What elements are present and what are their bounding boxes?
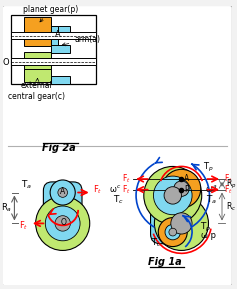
Text: T$_a$: T$_a$ <box>21 179 32 191</box>
Circle shape <box>162 169 201 208</box>
Text: Fig 2a: Fig 2a <box>42 143 76 153</box>
Text: R$_p$: R$_p$ <box>226 178 237 191</box>
Circle shape <box>55 216 70 231</box>
Circle shape <box>171 213 192 234</box>
Text: planet gear(p): planet gear(p) <box>23 5 79 22</box>
Text: Fig 1a: Fig 1a <box>148 257 182 267</box>
Circle shape <box>169 228 177 236</box>
Text: external
central gear(c): external central gear(c) <box>8 78 65 101</box>
Text: ω$^c$: ω$^c$ <box>109 183 122 194</box>
Circle shape <box>45 206 80 241</box>
Text: F$_t$: F$_t$ <box>93 183 102 196</box>
Circle shape <box>165 224 181 240</box>
Text: F$_t$: F$_t$ <box>18 219 28 231</box>
Text: ω$^a$: ω$^a$ <box>205 183 217 194</box>
FancyBboxPatch shape <box>2 5 233 286</box>
FancyBboxPatch shape <box>43 182 82 234</box>
Bar <box>24 34 51 46</box>
Bar <box>11 15 96 84</box>
Circle shape <box>36 197 90 251</box>
Bar <box>24 69 51 82</box>
Bar <box>51 27 58 46</box>
Bar <box>51 45 70 53</box>
Text: A: A <box>60 187 65 196</box>
Text: A: A <box>55 30 61 39</box>
Text: P: P <box>184 185 189 194</box>
Circle shape <box>164 187 182 204</box>
Text: O: O <box>61 218 67 227</box>
Bar <box>24 17 51 34</box>
Bar <box>51 27 70 33</box>
Text: R$_c$: R$_c$ <box>226 200 236 213</box>
Circle shape <box>153 176 192 215</box>
Text: arm(a): arm(a) <box>62 35 100 46</box>
Circle shape <box>144 166 202 224</box>
Text: F$_t$: F$_t$ <box>224 173 233 185</box>
Text: A: A <box>184 175 190 184</box>
Circle shape <box>174 181 189 197</box>
Bar <box>24 51 51 69</box>
Bar <box>11 32 96 39</box>
Text: O: O <box>3 58 9 67</box>
Circle shape <box>155 197 209 251</box>
Text: F$_t$: F$_t$ <box>123 183 131 196</box>
Text: ω p: ω p <box>201 231 216 240</box>
Circle shape <box>50 180 75 205</box>
Text: T$_p$: T$_p$ <box>203 161 213 174</box>
FancyBboxPatch shape <box>150 184 195 244</box>
Circle shape <box>58 188 68 197</box>
Bar <box>51 76 70 84</box>
Text: T$_p$: T$_p$ <box>200 221 211 234</box>
Text: T$_c$: T$_c$ <box>113 194 124 206</box>
Text: F$_t$: F$_t$ <box>224 183 233 196</box>
Text: R$_a$: R$_a$ <box>1 202 13 214</box>
Text: T$_a$: T$_a$ <box>205 194 217 206</box>
Text: F$_t$: F$_t$ <box>123 173 131 185</box>
Circle shape <box>158 218 187 247</box>
Bar <box>11 58 96 65</box>
Text: T$_c$: T$_c$ <box>150 236 161 249</box>
